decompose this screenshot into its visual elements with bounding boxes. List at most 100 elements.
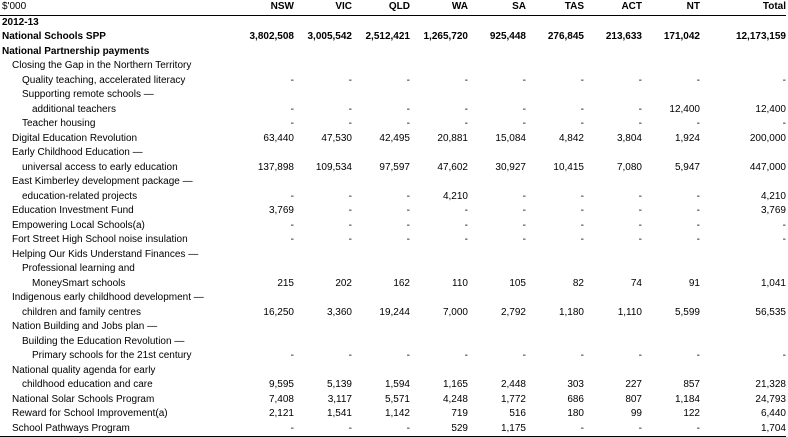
cell-value: -: [290, 190, 294, 202]
cell-value: -: [290, 219, 294, 231]
cell-value: [700, 335, 786, 350]
cell-value: 3,769: [268, 205, 294, 216]
table-row: Quality teaching, accelerated literacy - -…: [0, 74, 786, 89]
cell-value: -: [696, 350, 700, 361]
cell-value: [642, 262, 700, 277]
cell-value: [352, 248, 410, 263]
cell-value: [700, 364, 786, 379]
table-row: Closing the Gap in the Northern Territor…: [0, 59, 786, 74]
row-label: Reward for School Improvement(a): [12, 408, 168, 419]
cell-value: 21,328: [755, 379, 786, 390]
cell-value: -: [348, 103, 352, 115]
column-header: NT: [686, 1, 700, 12]
cell-value: [352, 146, 410, 161]
cell-value: 5,571: [384, 393, 410, 405]
cell-value: -: [406, 190, 410, 202]
cell-value: [410, 59, 468, 74]
cell-value: [294, 45, 352, 60]
cell-value: 516: [509, 408, 526, 419]
cell-value: 1,110: [617, 306, 642, 318]
column-header: QLD: [388, 1, 410, 12]
cell-value: [526, 59, 584, 74]
row-label: Early Childhood Education —: [12, 147, 143, 158]
cell-value: 1,594: [384, 379, 410, 390]
cell-value: [410, 248, 468, 263]
cell-value: -: [348, 205, 352, 216]
cell-value: [294, 15, 352, 30]
cell-value: [468, 15, 526, 30]
cell-value: [352, 335, 410, 350]
cell-value: [236, 88, 294, 103]
cell-value: 42,495: [379, 132, 410, 144]
table-row: education-related projects - - - 4,210 - - - - 4,…: [0, 190, 786, 205]
cell-value: [700, 175, 786, 190]
cell-value: 97,597: [379, 161, 410, 173]
cell-value: [584, 248, 642, 263]
cell-value: [352, 59, 410, 74]
cell-value: [584, 15, 642, 30]
cell-value: 227: [625, 379, 642, 390]
row-label: Closing the Gap in the Northern Territor…: [12, 60, 192, 71]
cell-value: 24,793: [755, 393, 786, 405]
cell-value: 1,165: [442, 379, 468, 390]
cell-value: -: [522, 74, 526, 86]
cell-value: 15,084: [495, 132, 526, 144]
cell-value: 4,842: [558, 132, 584, 144]
cell-value: 122: [683, 408, 700, 419]
cell-value: 19,244: [379, 306, 410, 318]
cell-value: -: [580, 118, 584, 129]
cell-value: -: [580, 190, 584, 202]
cell-value: 4,210: [442, 190, 468, 202]
cell-value: -: [522, 118, 526, 129]
row-label: additional teachers: [32, 103, 116, 115]
cell-value: 303: [567, 379, 584, 390]
cell-value: 12,400: [755, 103, 786, 115]
cell-value: 82: [572, 277, 584, 289]
table-row: Primary schools for the 21st century - - - -…: [0, 349, 786, 364]
cell-value: [526, 335, 584, 350]
cell-value: [468, 262, 526, 277]
cell-value: -: [782, 350, 786, 361]
row-label: Professional learning and: [22, 263, 135, 274]
cell-value: [410, 15, 468, 30]
cell-value: -: [294, 421, 352, 437]
cell-value: [584, 335, 642, 350]
cell-value: -: [696, 205, 700, 216]
cell-value: [236, 291, 294, 306]
row-label: children and family centres: [22, 306, 141, 318]
cell-value: [236, 335, 294, 350]
cell-value: [700, 15, 786, 30]
cell-value: -: [638, 350, 642, 361]
cell-value: [294, 248, 352, 263]
cell-value: [526, 88, 584, 103]
table-row: Digital Education Revolution 63,440 47,530…: [0, 132, 786, 147]
cell-value: [236, 59, 294, 74]
cell-value: [700, 88, 786, 103]
cell-value: 56,535: [755, 306, 786, 318]
row-label: Quality teaching, accelerated literacy: [22, 74, 186, 86]
cell-value: -: [464, 118, 468, 129]
table-row: universal access to early education 137,8…: [0, 161, 786, 176]
cell-value: [352, 88, 410, 103]
table-row: National Partnership payments: [0, 45, 786, 60]
cell-value: -: [696, 190, 700, 202]
row-label: Indigenous early childhood development —: [12, 292, 204, 303]
row-label: National quality agenda for early: [12, 364, 156, 376]
cell-value: [642, 320, 700, 335]
cell-value: [294, 262, 352, 277]
cell-value: [584, 320, 642, 335]
cell-value: -: [406, 350, 410, 361]
cell-value: 1,265,720: [423, 31, 469, 42]
cell-value: 202: [335, 277, 352, 289]
cell-value: -: [348, 350, 352, 361]
cell-value: 1,704: [700, 421, 786, 437]
cell-value: 5,947: [674, 161, 700, 173]
cell-value: -: [522, 190, 526, 202]
cell-value: [352, 175, 410, 190]
cell-value: 200,000: [749, 132, 786, 144]
cell-value: [526, 175, 584, 190]
cell-value: -: [236, 421, 294, 437]
table-row: Reward for School Improvement(a) 2,121 1,5…: [0, 407, 786, 422]
cell-value: 2,792: [500, 306, 526, 318]
